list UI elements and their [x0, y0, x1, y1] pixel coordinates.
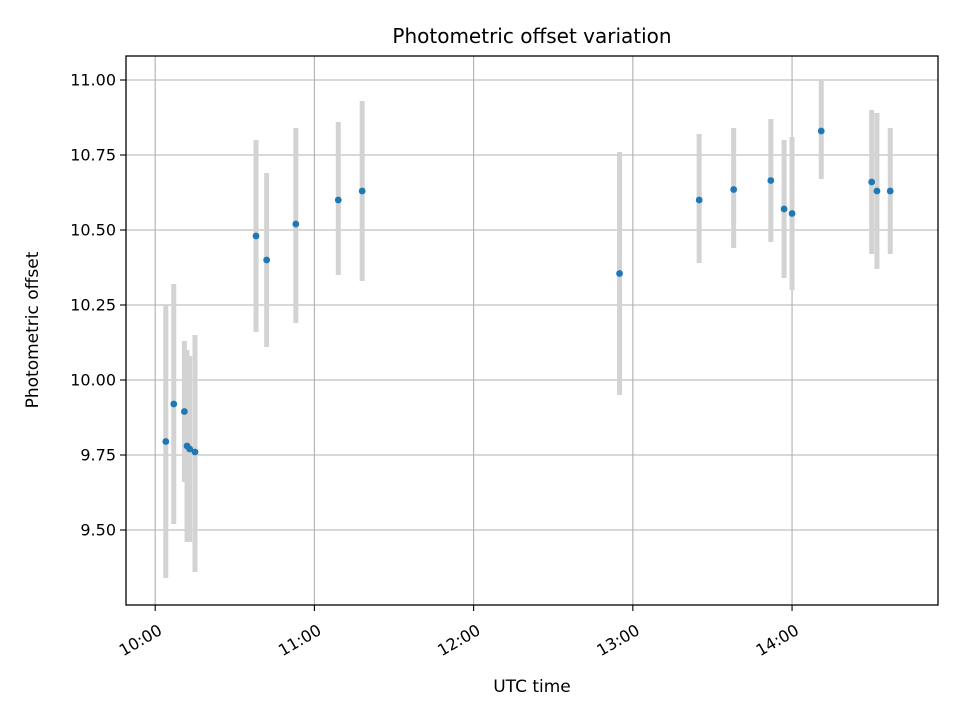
data-point: [334, 196, 342, 204]
y-tick-labels: 9.50 9.75 10.00 10.25 10.50 10.75 11.00: [70, 71, 116, 540]
y-tick-label: 10.25: [70, 296, 116, 315]
plot-area-frame: [125, 55, 939, 606]
data-point: [767, 177, 775, 184]
data-point: [780, 205, 788, 213]
data-point: [263, 256, 271, 264]
x-tick-label: 11:00: [275, 620, 324, 660]
data-point: [358, 187, 366, 195]
x-tick-label: 10:00: [116, 620, 165, 660]
y-tick-label: 10.50: [70, 221, 116, 240]
x-tick-label: 13:00: [593, 620, 642, 660]
data-point: [191, 448, 199, 456]
data-point: [252, 232, 260, 240]
y-tick-label: 9.75: [80, 446, 116, 465]
y-tick-label: 11.00: [70, 71, 116, 90]
data-point: [788, 210, 796, 217]
x-tick-label: 14:00: [753, 620, 802, 660]
y-tick-label: 9.50: [80, 521, 116, 540]
data-points: [162, 127, 894, 456]
x-tick-label: 12:00: [434, 620, 483, 660]
data-point: [695, 196, 703, 204]
data-point: [868, 178, 876, 186]
data-point: [292, 220, 300, 228]
data-point: [817, 127, 825, 135]
axis-ticks: [120, 79, 793, 611]
data-point: [162, 438, 170, 445]
x-tick-labels: 10:00 11:00 12:00 13:00 14:00: [116, 620, 802, 660]
data-point: [873, 187, 881, 195]
data-point: [180, 408, 188, 415]
x-axis-title: UTC time: [493, 677, 571, 697]
chart-title: Photometric offset variation: [392, 24, 671, 48]
data-point: [730, 186, 738, 193]
y-tick-label: 10.75: [70, 146, 116, 165]
data-point: [186, 445, 194, 453]
grid-lines: [126, 56, 938, 605]
data-point: [886, 187, 894, 195]
y-axis-title: Photometric offset: [23, 251, 43, 408]
data-point: [170, 400, 178, 408]
y-tick-label: 10.00: [70, 371, 116, 390]
data-point: [616, 270, 623, 277]
